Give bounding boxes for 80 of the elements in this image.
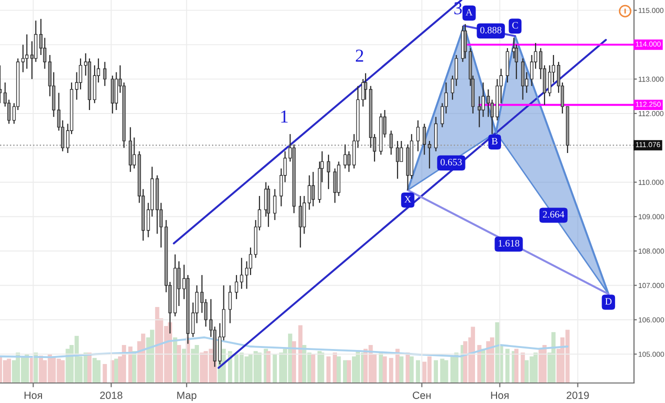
bar (454, 352, 458, 383)
bar (132, 351, 136, 383)
bar (505, 348, 510, 383)
bar (389, 358, 394, 383)
candlestick (228, 284, 232, 324)
candlestick (464, 24, 467, 59)
bar (155, 307, 160, 383)
bar (182, 348, 186, 383)
bar (352, 356, 356, 383)
x-tick-label: 2018 (100, 392, 122, 399)
candlestick (400, 140, 403, 162)
bar (311, 354, 316, 383)
bar (434, 360, 438, 383)
candlestick (422, 123, 426, 156)
candlestick (103, 61, 106, 87)
candlestick (343, 144, 347, 170)
annotation: X (404, 196, 412, 202)
x-tick-label: Мар (177, 392, 196, 402)
bar (279, 352, 284, 383)
candlestick (240, 257, 244, 290)
x-tick-label: Ноя (24, 392, 42, 399)
annotation: A (466, 8, 473, 16)
bar (481, 348, 486, 383)
annotation: 2 (356, 50, 364, 62)
bar (326, 356, 331, 383)
annotation: 1 (281, 110, 288, 122)
bar (346, 360, 352, 383)
annotation: B (492, 138, 498, 144)
annotation: 1.618 (498, 240, 520, 247)
x-tick-label: 2019 (566, 392, 589, 399)
bar (92, 358, 97, 383)
candlestick (78, 58, 82, 90)
bar (336, 356, 341, 383)
bar (34, 352, 38, 383)
candlestick (478, 96, 481, 128)
annotation: 0.653 (440, 158, 462, 166)
bar (416, 360, 420, 383)
annotation: 3 (454, 2, 462, 14)
bar (320, 352, 324, 383)
bar (470, 326, 476, 383)
x-tick-label: Ноя (491, 392, 509, 399)
bar (257, 352, 262, 383)
candlestick (298, 195, 302, 248)
bar (533, 352, 538, 383)
bar (399, 356, 404, 383)
candlestick (273, 188, 276, 221)
candlestick (333, 168, 337, 204)
bar (495, 322, 500, 383)
bar (514, 348, 518, 383)
bar (141, 334, 146, 383)
candlestick (347, 150, 351, 172)
x-tick-label: Сен (412, 392, 431, 399)
annotation: C (512, 22, 518, 29)
annotation: 0.888 (480, 26, 502, 34)
bar (440, 358, 444, 383)
candlestick (234, 274, 238, 300)
bar (24, 354, 29, 383)
bar (114, 358, 118, 383)
bar (6, 358, 12, 383)
bar (60, 360, 65, 383)
bar (382, 356, 387, 383)
candlestick (21, 44, 25, 73)
annotation: D (605, 298, 612, 305)
bar (176, 345, 182, 383)
candlestick (25, 34, 28, 70)
annotation: 2.664 (542, 211, 564, 218)
bar (444, 360, 448, 383)
candlestick (326, 154, 330, 190)
bar (96, 360, 101, 383)
bar (194, 345, 199, 383)
bar (266, 351, 271, 383)
bar (343, 360, 348, 383)
bar (520, 352, 525, 383)
bar (272, 354, 277, 383)
bar (102, 364, 107, 383)
bar (463, 341, 468, 383)
candlestick (312, 171, 315, 207)
candlestick (416, 120, 420, 152)
bar (409, 356, 414, 383)
bar (190, 348, 196, 383)
